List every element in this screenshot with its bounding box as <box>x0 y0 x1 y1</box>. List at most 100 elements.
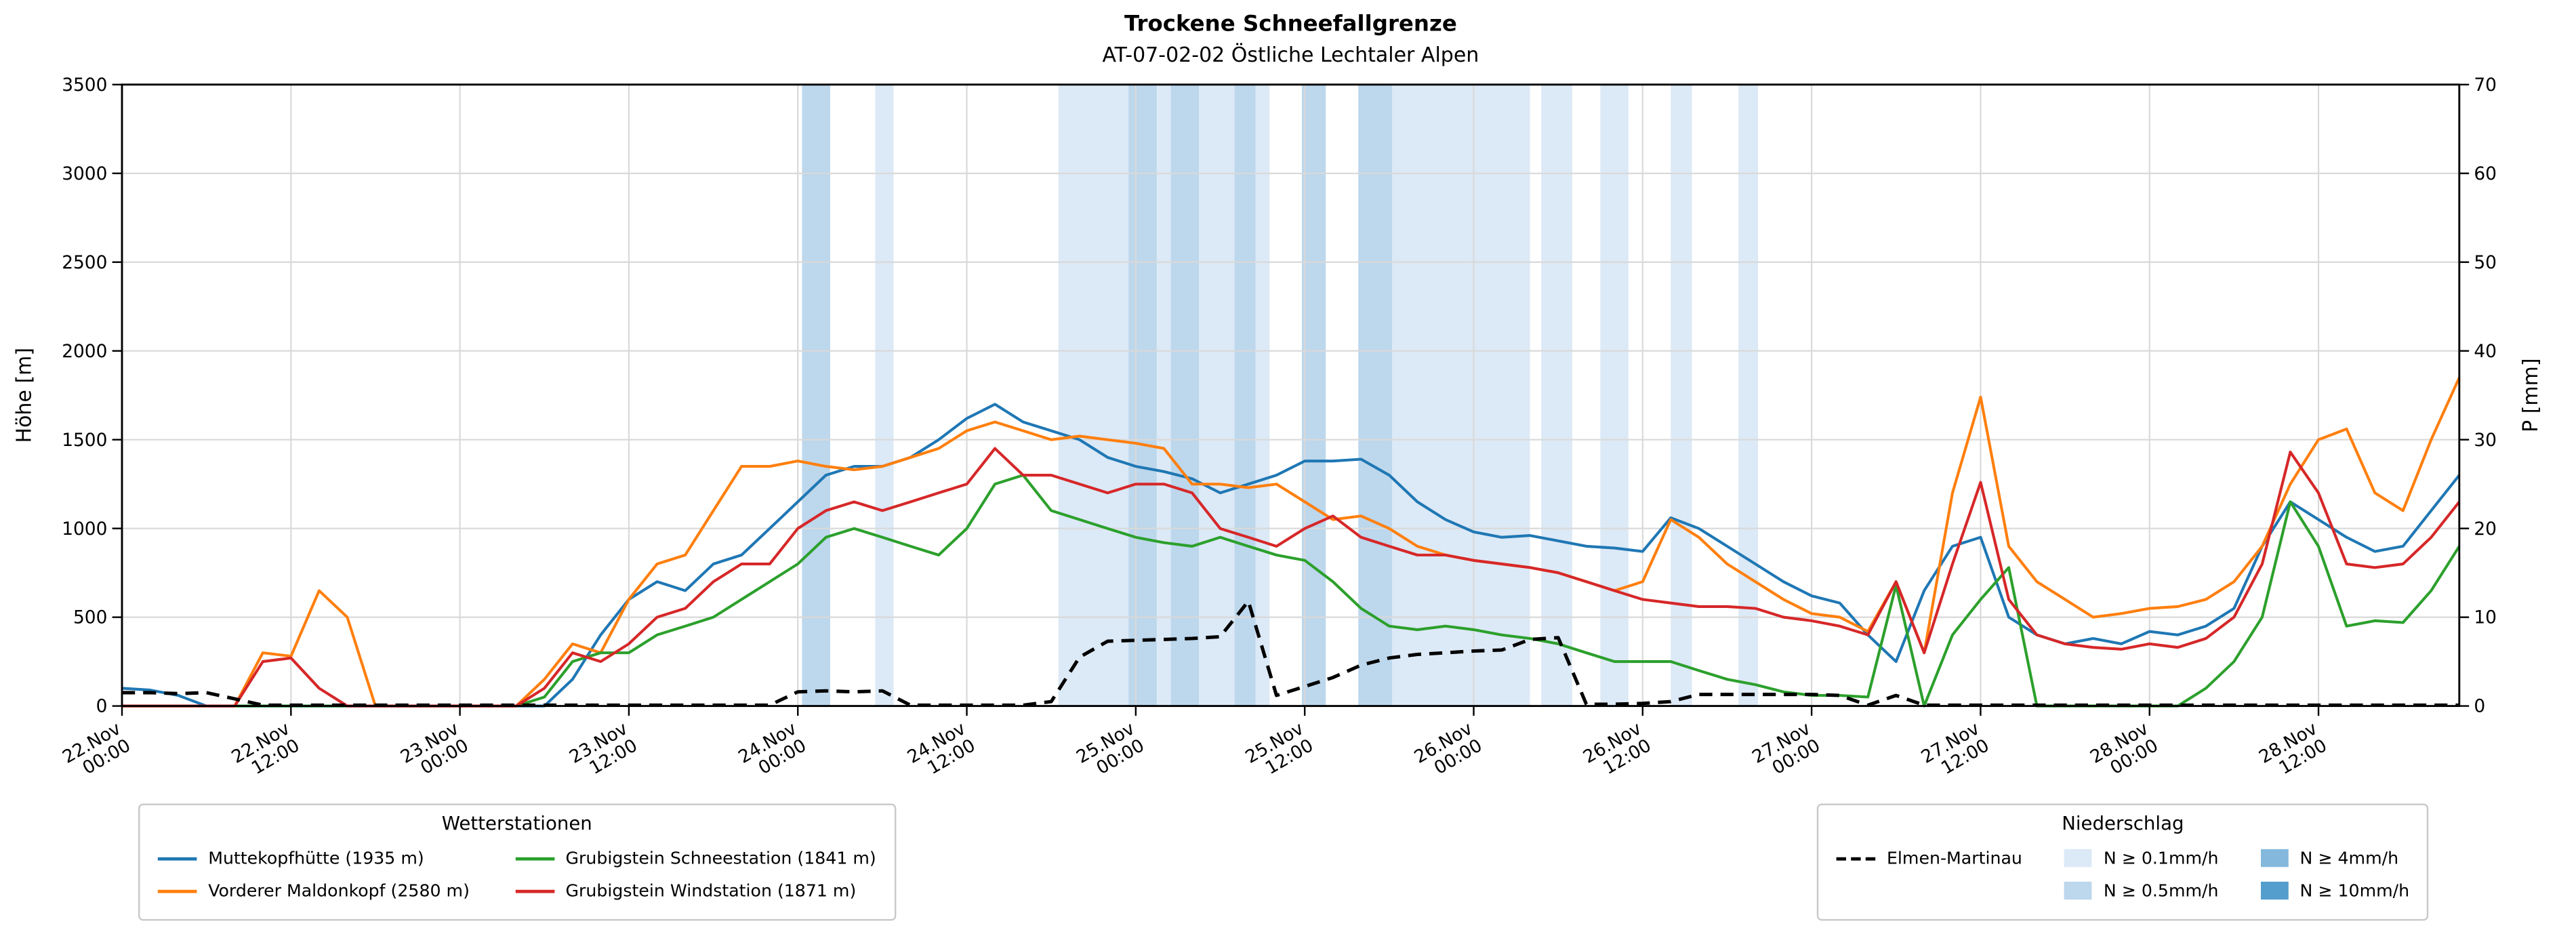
y-right-tick-label: 60 <box>2474 163 2497 184</box>
svg-text:22.Nov12:00: 22.Nov12:00 <box>228 718 303 785</box>
x-tick-label: 23.Nov00:00 <box>397 718 472 785</box>
line-swatch-orange <box>157 889 197 893</box>
precip-band <box>1301 84 1326 706</box>
legend-item-muttekopfhuette: Muttekopfhütte (1935 m) <box>157 842 470 875</box>
band-swatch-4-icon <box>2260 849 2289 868</box>
precip-band <box>802 84 830 706</box>
x-tick-label: 25.Nov00:00 <box>1073 718 1148 785</box>
legend-item-elmen-martinau: Elmen-Martinau <box>1836 842 2022 875</box>
series-line-3 <box>122 447 2461 708</box>
legend-item-vorderer-maldonkopf: Vorderer Maldonkopf (2580 m) <box>157 875 470 908</box>
svg-text:24.Nov00:00: 24.Nov00:00 <box>735 718 810 785</box>
svg-text:28.Nov00:00: 28.Nov00:00 <box>2087 718 2162 785</box>
legend-item-n-0_5: N ≥ 0.5mm/h <box>2064 875 2219 908</box>
legend-label: N ≥ 0.5mm/h <box>2103 880 2219 901</box>
x-tick-label: 28.Nov12:00 <box>2255 718 2331 785</box>
legend-label: Muttekopfhütte (1935 m) <box>208 848 424 868</box>
x-tick-label: 28.Nov00:00 <box>2087 718 2162 785</box>
y-left-tick-label: 3500 <box>62 75 107 96</box>
legend-label: N ≥ 10mm/h <box>2299 880 2410 901</box>
legend-niederschlag: Niederschlag Elmen-Martinau N ≥ 0.1mm/h … <box>1816 803 2429 920</box>
plot-frame <box>121 83 2461 708</box>
legend-precip-grid: Elmen-Martinau N ≥ 0.1mm/h N ≥ 0.5mm/h N… <box>1836 842 2410 908</box>
legend-label: Grubigstein Schneestation (1841 m) <box>565 848 876 868</box>
line-swatch-red <box>515 889 554 893</box>
legend-item-n-4: N ≥ 4mm/h <box>2260 842 2409 875</box>
x-tick-label: 24.Nov00:00 <box>735 718 810 785</box>
dashed-line-swatch <box>1836 857 1876 861</box>
y-left-tick-label: 500 <box>73 607 107 628</box>
y-right-tick-label: 20 <box>2474 519 2497 540</box>
x-tick-label: 25.Nov12:00 <box>1242 718 1317 785</box>
chart-title: Trockene Schneefallgrenze <box>1124 11 1457 38</box>
x-tick-label: 24.Nov12:00 <box>904 718 979 785</box>
legend-item-n-0_1: N ≥ 0.1mm/h <box>2064 842 2219 875</box>
svg-text:28.Nov12:00: 28.Nov12:00 <box>2255 718 2331 785</box>
chart-subtitle: AT-07-02-02 Östliche Lechtaler Alpen <box>1102 42 1479 67</box>
svg-text:26.Nov00:00: 26.Nov00:00 <box>1410 718 1486 785</box>
y-left-tick-label: 1000 <box>62 519 107 540</box>
legend-wetterstationen: Wetterstationen Muttekopfhütte (1935 m) … <box>138 803 896 920</box>
svg-text:24.Nov12:00: 24.Nov12:00 <box>904 718 979 785</box>
x-tick-label: 23.Nov12:00 <box>566 718 641 785</box>
precip-band <box>875 84 894 706</box>
y-right-axis-label: P [mm] <box>2519 358 2543 432</box>
precip-band <box>1199 84 1235 706</box>
series-line-0 <box>121 403 2461 708</box>
precip-band <box>1358 84 1393 706</box>
band-swatch-10-icon <box>2260 882 2289 900</box>
legend-precip-col-line: Elmen-Martinau <box>1836 842 2022 875</box>
y-right-tick-label: 10 <box>2474 607 2497 628</box>
y-right-tick-label: 70 <box>2474 75 2497 96</box>
y-left-tick-label: 1500 <box>62 430 107 451</box>
legend-label: N ≥ 4mm/h <box>2299 848 2399 868</box>
legend-precip-col-2: N ≥ 4mm/h N ≥ 10mm/h <box>2260 842 2410 908</box>
precip-band <box>1671 84 1692 706</box>
svg-text:27.Nov12:00: 27.Nov12:00 <box>1918 718 1993 785</box>
precip-band <box>1600 84 1629 706</box>
legend-stations-grid: Muttekopfhütte (1935 m) Vorderer Maldonk… <box>157 842 876 908</box>
series-line-2 <box>122 474 2461 708</box>
precip-band <box>1391 84 1530 706</box>
series-line-1 <box>122 377 2461 708</box>
svg-text:25.Nov00:00: 25.Nov00:00 <box>1073 718 1148 785</box>
precip-band <box>1255 84 1270 706</box>
y-right-tick-label: 50 <box>2474 252 2497 273</box>
band-swatch-0_5-icon <box>2064 882 2093 900</box>
y-left-tick-label: 2000 <box>62 341 107 362</box>
x-tick-label: 22.Nov00:00 <box>59 718 134 785</box>
svg-text:25.Nov12:00: 25.Nov12:00 <box>1242 718 1317 785</box>
svg-text:27.Nov00:00: 27.Nov00:00 <box>1749 718 1824 785</box>
chart-canvas: 0 500 1000 1500 2000 2500 3000 3500 0 10 20 30 40 50 6… <box>13 75 2543 785</box>
legend-stations-title: Wetterstationen <box>441 811 592 835</box>
legend-label: Grubigstein Windstation (1871 m) <box>565 880 857 901</box>
precip-band <box>1157 84 1172 706</box>
x-tick-label: 22.Nov12:00 <box>228 718 303 785</box>
x-tick-label: 26.Nov00:00 <box>1410 718 1486 785</box>
legend-label: N ≥ 0.1mm/h <box>2103 848 2219 868</box>
precip-band <box>1738 84 1759 706</box>
precip-band <box>1128 84 1157 706</box>
band-swatch-0_1-icon <box>2064 849 2093 868</box>
line-swatch-blue <box>157 857 197 861</box>
y-right-tick-label: 30 <box>2474 430 2497 451</box>
legend-precip-title: Niederschlag <box>2062 811 2184 835</box>
precip-band <box>1234 84 1256 706</box>
svg-text:22.Nov00:00: 22.Nov00:00 <box>59 718 134 785</box>
legend-label: Vorderer Maldonkopf (2580 m) <box>208 880 470 901</box>
precip-band <box>1541 84 1572 706</box>
svg-text:23.Nov12:00: 23.Nov12:00 <box>566 718 641 785</box>
y-left-axis-label: Höhe [m] <box>13 348 37 443</box>
legend-item-grubigstein-windstation: Grubigstein Windstation (1871 m) <box>515 875 876 908</box>
y-right-tick-label: 40 <box>2474 341 2497 362</box>
x-tick-label: 27.Nov12:00 <box>1918 718 1993 785</box>
y-left-tick-label: 2500 <box>62 252 107 273</box>
legend-item-grubigstein-schneestation: Grubigstein Schneestation (1841 m) <box>515 842 876 875</box>
y-left-tick-label: 3000 <box>62 163 107 184</box>
precip-band <box>1170 84 1200 706</box>
legend-item-n-10: N ≥ 10mm/h <box>2260 875 2410 908</box>
svg-text:23.Nov00:00: 23.Nov00:00 <box>397 718 472 785</box>
line-swatch-green <box>515 857 554 861</box>
precip-band <box>1058 84 1129 706</box>
x-tick-label: 27.Nov00:00 <box>1749 718 1824 785</box>
